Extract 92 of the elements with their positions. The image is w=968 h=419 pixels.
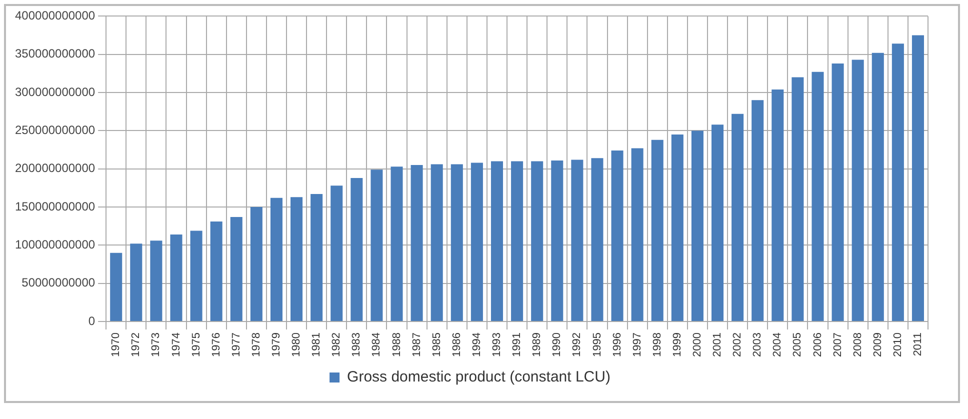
y-tick-label: 250000000000 <box>14 123 96 138</box>
bar <box>450 164 463 322</box>
x-tick-label: 1980 <box>290 332 303 358</box>
x-tick-label: 1995 <box>591 332 604 358</box>
bar <box>872 52 884 322</box>
x-tick-label: 1988 <box>390 332 403 358</box>
bar <box>470 162 483 322</box>
x-tick-label: 1972 <box>130 332 142 358</box>
x-tick-label: 1989 <box>531 332 544 358</box>
x-tick-label: 1976 <box>210 332 222 358</box>
x-tick-label: 2000 <box>691 332 704 358</box>
bar <box>892 44 904 322</box>
bar <box>390 166 403 322</box>
x-tick-label: 1996 <box>611 332 624 358</box>
x-tick-label: 2001 <box>712 332 724 358</box>
x-tick-label: 1997 <box>631 332 644 358</box>
bar <box>330 186 343 322</box>
x-tick-label: 2003 <box>752 332 764 358</box>
bar <box>110 252 122 322</box>
bar <box>531 161 544 322</box>
bar <box>551 160 564 322</box>
x-tick-label: 1978 <box>250 332 262 358</box>
x-tick-label: 2007 <box>832 332 844 358</box>
x-tick-label: 1991 <box>511 332 524 358</box>
bar <box>611 150 624 322</box>
bar <box>671 134 684 322</box>
bar <box>732 114 744 322</box>
bar <box>250 207 262 322</box>
legend-label: Gross domestic product (constant LCU) <box>347 368 610 386</box>
x-tick-label: 1982 <box>330 332 343 358</box>
bar <box>852 60 864 322</box>
x-tick-label: 1983 <box>350 332 363 358</box>
x-tick-label: 1973 <box>150 332 162 358</box>
bar <box>130 244 142 322</box>
bar <box>410 165 423 322</box>
x-tick-label: 2006 <box>812 332 824 358</box>
bar <box>631 148 644 322</box>
bar <box>792 77 804 322</box>
x-tick-label: 2005 <box>792 332 804 358</box>
bar <box>350 178 363 322</box>
bar <box>370 170 383 322</box>
x-tick-label: 1992 <box>571 332 584 358</box>
bar <box>430 164 443 322</box>
y-tick-label: 100000000000 <box>14 238 96 252</box>
x-tick-label: 2010 <box>892 332 904 358</box>
y-tick-label: 300000000000 <box>14 84 96 99</box>
x-tick-label: 2004 <box>772 332 784 358</box>
bar <box>912 35 924 322</box>
bar <box>591 158 604 322</box>
bar <box>310 194 323 322</box>
x-tick-label: 2011 <box>912 332 924 356</box>
x-tick-label: 1986 <box>450 332 463 358</box>
bar <box>170 234 182 322</box>
bar <box>490 161 504 322</box>
x-tick-label: 1974 <box>170 332 182 358</box>
y-tick-label: 200000000000 <box>14 161 96 176</box>
x-tick-label: 2008 <box>852 332 864 358</box>
x-tick-label: 1984 <box>370 332 383 358</box>
x-tick-label: 2009 <box>872 332 884 358</box>
x-tick-label: 1981 <box>310 332 323 358</box>
bar <box>832 64 844 322</box>
bar <box>691 130 704 322</box>
bar <box>752 100 764 322</box>
bar <box>772 89 784 322</box>
bar <box>711 124 724 322</box>
y-tick-label: 400000000000 <box>14 8 96 23</box>
bar <box>230 216 242 322</box>
x-tick-label: 2002 <box>732 332 744 358</box>
y-tick-label: 350000000000 <box>14 46 96 61</box>
x-tick-label: 1998 <box>651 332 664 358</box>
bar <box>190 230 202 322</box>
x-tick-label: 1975 <box>190 332 202 358</box>
x-tick-label: 1993 <box>491 332 504 358</box>
bar <box>150 240 162 322</box>
x-tick-label: 1985 <box>430 332 443 358</box>
bar <box>651 140 664 322</box>
bar <box>812 72 824 322</box>
bar <box>290 197 303 322</box>
x-tick-label: 1977 <box>230 332 242 358</box>
x-tick-label: 1994 <box>470 332 483 358</box>
bar <box>511 161 524 322</box>
x-tick-label: 1987 <box>410 332 423 358</box>
bar <box>270 198 282 322</box>
x-tick-label: 1990 <box>551 332 564 358</box>
y-tick-label: 50000000000 <box>22 276 96 290</box>
x-tick-label: 1999 <box>671 332 684 358</box>
x-tick-label: 1970 <box>110 332 122 358</box>
y-tick-label: 0 <box>88 314 96 328</box>
y-tick-label: 150000000000 <box>14 199 96 214</box>
x-tick-label: 1979 <box>270 332 283 358</box>
bar <box>210 222 222 322</box>
bar <box>571 160 584 322</box>
